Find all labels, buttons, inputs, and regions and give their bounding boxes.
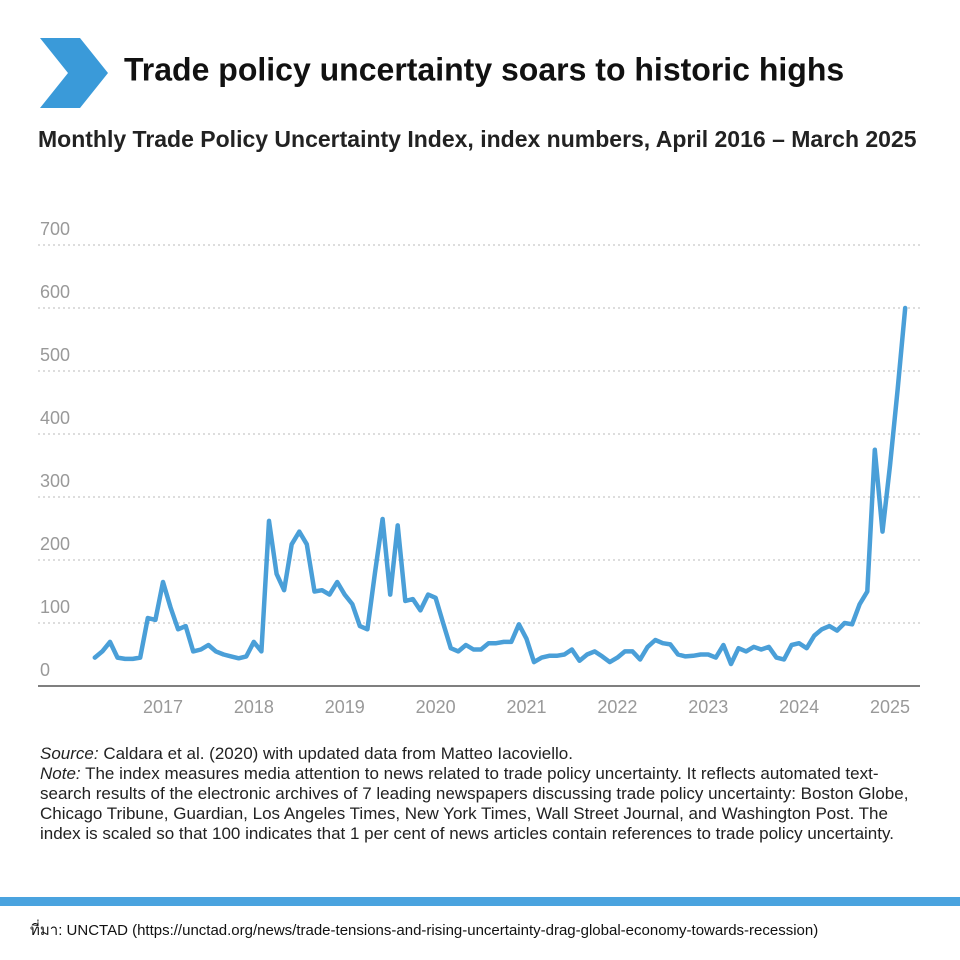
x-tick-label: 2022: [597, 697, 637, 717]
x-tick-label: 2020: [416, 697, 456, 717]
y-tick-label: 700: [40, 219, 70, 239]
x-tick-label: 2025: [870, 697, 910, 717]
note-text: The index measures media attention to ne…: [40, 764, 909, 843]
x-tick-label: 2018: [234, 697, 274, 717]
subtitle-box: Monthly Trade Policy Uncertainty Index, …: [38, 126, 917, 152]
data-line: [92, 305, 908, 667]
chart-subtitle: Monthly Trade Policy Uncertainty Index, …: [38, 126, 917, 152]
y-tick-label: 300: [40, 471, 70, 491]
x-tick-label: 2021: [506, 697, 546, 717]
chart-title: Trade policy uncertainty soars to histor…: [124, 51, 844, 87]
y-tick-label: 500: [40, 345, 70, 365]
chevron-icon: [40, 38, 108, 108]
footer: ที่มา: UNCTAD (https://unctad.org/news/t…: [30, 922, 819, 939]
notes: Source: Caldara et al. (2020) with updat…: [40, 744, 920, 844]
x-tick-label: 2019: [325, 697, 365, 717]
x-tick-label: 2023: [688, 697, 728, 717]
divider-bar: [0, 897, 960, 906]
x-tick-label: 2017: [143, 697, 183, 717]
y-tick-label: 600: [40, 282, 70, 302]
x-tick-label: 2024: [779, 697, 819, 717]
y-tick-label: 400: [40, 408, 70, 428]
y-tick-label: 200: [40, 534, 70, 554]
y-tick-label: 100: [40, 597, 70, 617]
source-line: Source: Caldara et al. (2020) with updat…: [40, 744, 920, 764]
source-label: Source:: [40, 744, 99, 763]
y-tick-label: 0: [40, 660, 50, 680]
source-text: Caldara et al. (2020) with updated data …: [103, 744, 573, 763]
note-label: Note:: [40, 764, 81, 783]
note-line: Note: The index measures media attention…: [40, 764, 920, 844]
